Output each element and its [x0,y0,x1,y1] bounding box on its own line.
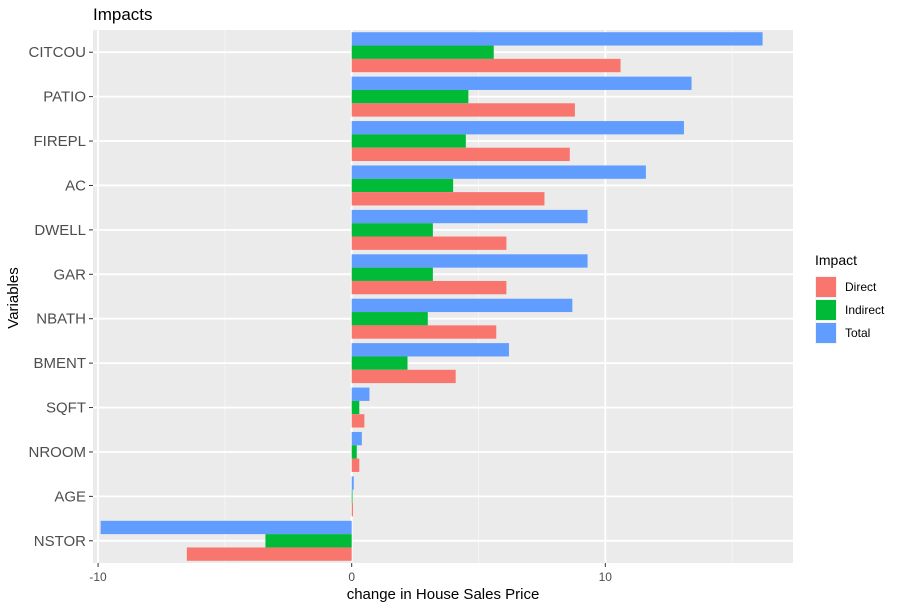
legend: Impact Direct Indirect Total [815,252,885,344]
x-tick-label: 0 [348,570,355,584]
bar-direct-nstor [186,547,352,561]
bar-direct-ac [351,192,545,206]
bar-indirect-dwell [351,223,433,237]
legend-title: Impact [815,252,857,268]
y-tick-label: NSTOR [34,533,86,550]
x-axis-title: change in House Sales Price [347,586,540,603]
bar-indirect-bment [351,356,408,370]
x-tick-label: 10 [599,570,613,584]
y-tick-label: DWELL [34,222,86,239]
bar-indirect-citcou [351,45,494,59]
legend-label-total: Total [845,326,870,340]
bar-total-nbath [351,298,573,313]
bar-indirect-nbath [351,312,428,326]
bar-direct-bment [351,369,456,384]
y-tick-label: CITCOU [29,44,87,61]
bars-layer [100,32,763,561]
bar-total-nroom [351,431,362,446]
y-axis: CITCOU PATIO FIREPL AC DWELL GAR NBATH BMENT SQF… [29,44,93,550]
bar-indirect-patio [351,89,469,104]
bar-indirect-nroom [351,445,357,459]
y-axis-title: Variables [5,267,22,328]
x-tick-label: -10 [89,570,107,584]
bar-indirect-sqft [351,400,360,415]
y-tick-label: NBATH [36,311,86,328]
bar-indirect-nstor [265,534,352,548]
bar-direct-firepl [351,147,570,162]
legend-swatch-total [816,323,836,343]
bar-total-patio [351,76,692,90]
y-tick-label: FIREPL [33,133,86,150]
minor-gridlines [224,30,733,563]
bar-indirect-gar [351,267,433,281]
legend-label-direct: Direct [845,280,877,294]
y-tick-label: PATIO [43,89,86,106]
bar-direct-nroom [351,458,360,472]
y-tick-label: BMENT [34,355,87,372]
bar-total-dwell [351,209,588,224]
x-axis: -10 0 10 [89,563,612,584]
bar-total-bment [351,343,509,357]
bar-direct-patio [351,103,575,117]
bar-direct-nbath [351,325,497,339]
bar-total-firepl [351,121,684,135]
bar-total-age [351,476,354,490]
plot-panel [93,30,793,563]
bar-total-nstor [100,520,352,535]
chart-title: Impacts [93,5,153,24]
bar-direct-sqft [351,414,365,428]
y-tick-label: AGE [54,488,86,505]
legend-label-indirect: Indirect [845,303,885,317]
y-tick-label: SQFT [46,400,86,417]
bar-total-citcou [351,32,763,46]
bar-indirect-firepl [351,134,466,148]
bar-indirect-age [351,489,353,504]
bar-total-sqft [351,387,370,401]
bar-total-ac [351,165,646,179]
legend-swatch-indirect [816,300,836,320]
legend-swatch-direct [816,277,836,297]
y-tick-label: GAR [53,266,86,283]
y-tick-label: AC [65,177,86,194]
y-tick-label: NROOM [29,444,87,461]
bar-direct-gar [351,280,507,295]
bar-total-gar [351,254,588,268]
bar-direct-dwell [351,236,507,250]
bar-direct-citcou [351,58,621,73]
bar-direct-age [351,503,353,517]
bar-indirect-ac [351,178,454,193]
